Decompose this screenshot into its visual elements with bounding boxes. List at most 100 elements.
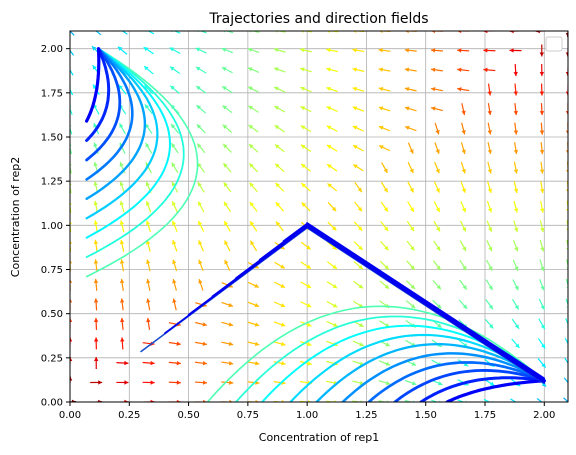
direction-arrowhead: [170, 85, 175, 90]
direction-arrow: [301, 31, 312, 33]
direction-arrowhead: [383, 187, 388, 193]
direction-arrowhead: [514, 285, 519, 291]
direction-arrowhead: [301, 163, 306, 169]
direction-arrowhead: [379, 31, 383, 34]
direction-arrowhead: [327, 183, 332, 188]
direction-arrowhead: [352, 48, 357, 53]
direction-arrowhead: [431, 87, 436, 92]
direction-arrowhead: [306, 245, 311, 250]
direction-arrowhead: [435, 149, 440, 154]
direction-arrowhead: [146, 317, 151, 323]
direction-arrowhead: [143, 47, 149, 52]
direction-arrowhead: [487, 169, 493, 174]
direction-arrowhead: [250, 221, 255, 226]
y-tick-label: 0.25: [41, 353, 63, 364]
trajectory-left: [85, 47, 172, 239]
direction-arrowhead: [565, 150, 568, 154]
direction-arrowhead: [514, 324, 520, 329]
direction-arrowhead: [144, 66, 149, 71]
direction-arrowhead: [249, 182, 254, 188]
direction-arrow: [566, 220, 568, 231]
direction-arrowhead: [222, 124, 228, 129]
direction-arrowhead: [436, 226, 440, 232]
direction-arrowhead: [124, 399, 129, 402]
direction-arrowhead: [430, 48, 436, 53]
direction-arrowhead: [274, 125, 280, 130]
direction-arrowhead: [488, 304, 493, 310]
direction-arrowhead: [70, 240, 73, 244]
direction-arrowhead: [540, 285, 545, 291]
direction-arrowhead: [385, 380, 391, 386]
direction-arrowhead: [120, 317, 125, 323]
direction-arrowhead: [513, 188, 519, 194]
x-tick-label: 0.25: [118, 410, 140, 421]
direction-arrowhead: [224, 221, 229, 226]
direction-arrowhead: [274, 67, 279, 72]
direction-arrowhead: [119, 298, 125, 303]
direction-arrowhead: [198, 279, 203, 284]
direction-arrowhead: [435, 207, 440, 213]
direction-arrowhead: [306, 303, 312, 308]
direction-arrowhead: [202, 361, 208, 366]
direction-arrowhead: [358, 284, 364, 289]
x-tick-label: 1.50: [415, 410, 437, 421]
direction-arrowhead: [565, 169, 568, 174]
direction-arrowhead: [378, 125, 384, 130]
direction-arrowhead: [301, 183, 306, 188]
direction-arrowhead: [462, 246, 467, 252]
direction-arrowhead: [300, 86, 305, 91]
direction-arrow: [564, 337, 568, 345]
direction-arrowhead: [275, 163, 280, 168]
direction-arrowhead: [169, 47, 175, 52]
direction-arrowhead: [306, 264, 311, 269]
direction-arrowhead: [172, 279, 177, 284]
direction-arrowhead: [176, 399, 181, 402]
trajectory-left: [85, 47, 122, 162]
direction-arrowhead: [301, 202, 307, 207]
direction-arrowhead: [540, 266, 545, 272]
direction-arrowhead: [172, 201, 177, 206]
direction-arrowhead: [461, 188, 466, 193]
trajectory-bottom: [315, 343, 546, 402]
direction-arrowhead: [540, 227, 545, 233]
direction-arrow: [563, 397, 568, 402]
direction-arrowhead: [352, 86, 358, 92]
direction-arrowhead: [196, 86, 201, 91]
direction-arrowhead: [119, 239, 125, 245]
direction-arrowhead: [431, 31, 435, 34]
direction-arrow: [431, 399, 439, 402]
direction-arrowhead: [385, 342, 390, 347]
direction-arrowhead: [535, 31, 540, 34]
trajectory-left: [85, 47, 199, 278]
direction-arrowhead: [98, 380, 103, 385]
direction-arrowhead: [566, 326, 568, 328]
direction-arrowhead: [274, 106, 280, 111]
direction-arrowhead: [275, 182, 280, 188]
direction-arrowhead: [409, 168, 414, 174]
direction-arrowhead: [565, 52, 568, 57]
direction-arrowhead: [410, 246, 415, 251]
direction-arrowhead: [513, 169, 519, 174]
direction-arrowhead: [202, 380, 208, 385]
x-tick-label: 1.00: [296, 410, 318, 421]
direction-arrowhead: [145, 181, 150, 187]
direction-arrowhead: [404, 48, 409, 53]
direction-arrowhead: [568, 402, 572, 406]
direction-arrowhead: [488, 266, 493, 271]
direction-arrowhead: [71, 399, 76, 402]
direction-arrowhead: [515, 343, 520, 348]
direction-arrowhead: [462, 227, 467, 232]
direction-arrowhead: [435, 129, 440, 135]
direction-arrowhead: [144, 104, 150, 109]
direction-arrowhead: [176, 380, 181, 385]
x-tick-label: 1.25: [355, 410, 377, 421]
direction-arrowhead: [222, 86, 227, 91]
direction-arrow: [563, 377, 568, 384]
direction-arrowhead: [172, 298, 177, 303]
direction-arrowhead: [487, 207, 493, 213]
direction-arrowhead: [124, 360, 129, 366]
direction-arrowhead: [247, 67, 253, 72]
direction-arrowhead: [436, 246, 441, 251]
direction-arrowhead: [541, 343, 546, 349]
